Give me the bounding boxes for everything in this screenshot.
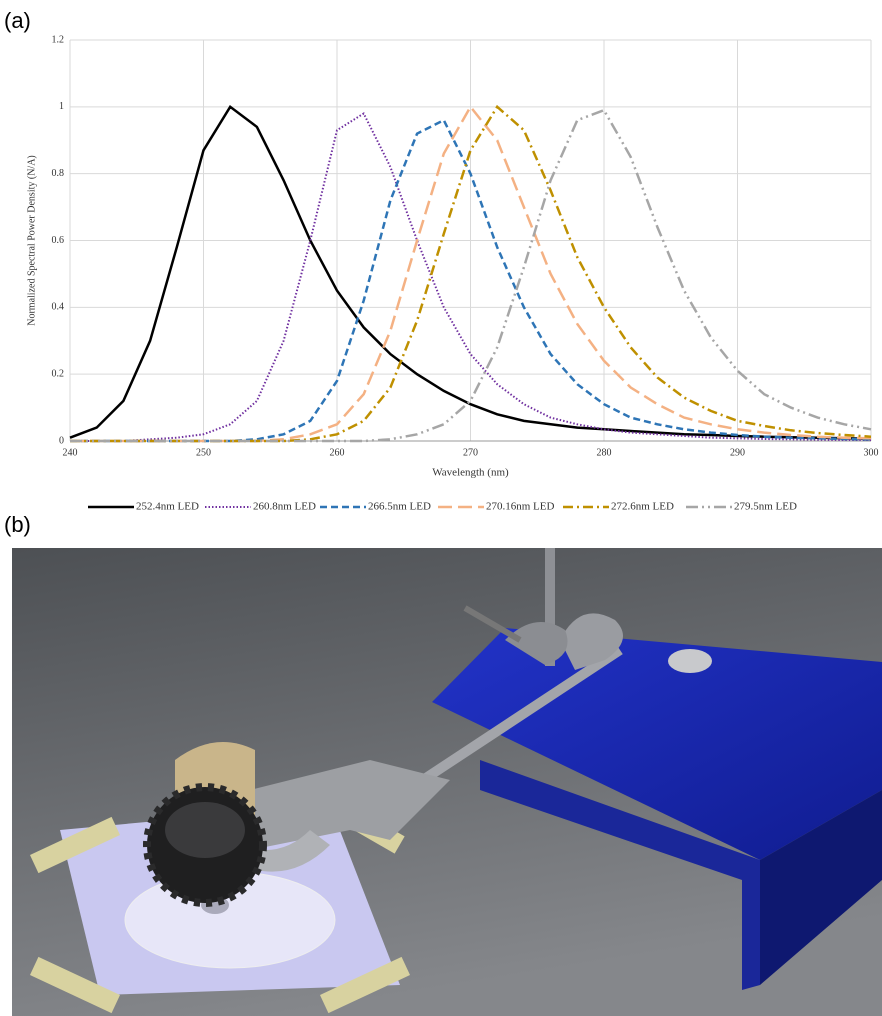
series-line: [70, 104, 872, 443]
x-tick-label: 270: [463, 447, 478, 458]
legend-label: 272.6nm LED: [611, 501, 674, 513]
y-tick-label: 0: [59, 435, 64, 446]
rod: [545, 548, 555, 666]
x-axis-label: Wavelength (nm): [432, 467, 509, 479]
y-tick-label: 0.6: [52, 235, 65, 246]
legend-label: 279.5nm LED: [734, 501, 797, 513]
clamp-arm: [250, 760, 450, 850]
y-tick-label: 1: [59, 101, 64, 112]
base-plate-side: [760, 790, 882, 985]
base-plate: [432, 628, 882, 860]
tape: [29, 816, 121, 874]
series-line: [70, 112, 871, 442]
tape: [319, 956, 411, 1014]
y-tick-label: 0.2: [52, 368, 65, 379]
clamp: [505, 622, 568, 665]
y-tick-label: 0.4: [52, 302, 65, 313]
panel-label: (b): [4, 512, 31, 537]
chart: 0 0.2 0.4 0.6 0.8 1 1.2 240 250 260 270 280 290 300 Wa…: [26, 34, 878, 512]
thumbscrew: [668, 649, 712, 673]
x-tick-label: 260: [330, 447, 345, 458]
legend-label: 260.8nm LED: [253, 501, 316, 513]
legend-label: 270.16nm LED: [486, 501, 554, 513]
y-tick-label: 1.2: [52, 34, 65, 45]
screw: [463, 605, 522, 643]
tape: [29, 956, 121, 1014]
gear-top: [165, 802, 245, 858]
x-tick-label: 250: [196, 447, 211, 458]
x-tick-label: 280: [597, 447, 612, 458]
x-tick-label: 240: [63, 447, 78, 458]
legend-label: 252.4nm LED: [136, 501, 199, 513]
y-tick-label: 0.8: [52, 168, 65, 179]
x-tick-label: 300: [864, 447, 879, 458]
clamp: [560, 613, 623, 670]
x-tick-label: 290: [730, 447, 745, 458]
render-image: [12, 548, 882, 1016]
legend-label: 266.5nm LED: [368, 501, 431, 513]
base-plate-edge: [480, 760, 760, 990]
panel-label: (a): [4, 8, 31, 33]
y-axis-label: Normalized Spectral Power Density (N/A): [26, 155, 37, 326]
